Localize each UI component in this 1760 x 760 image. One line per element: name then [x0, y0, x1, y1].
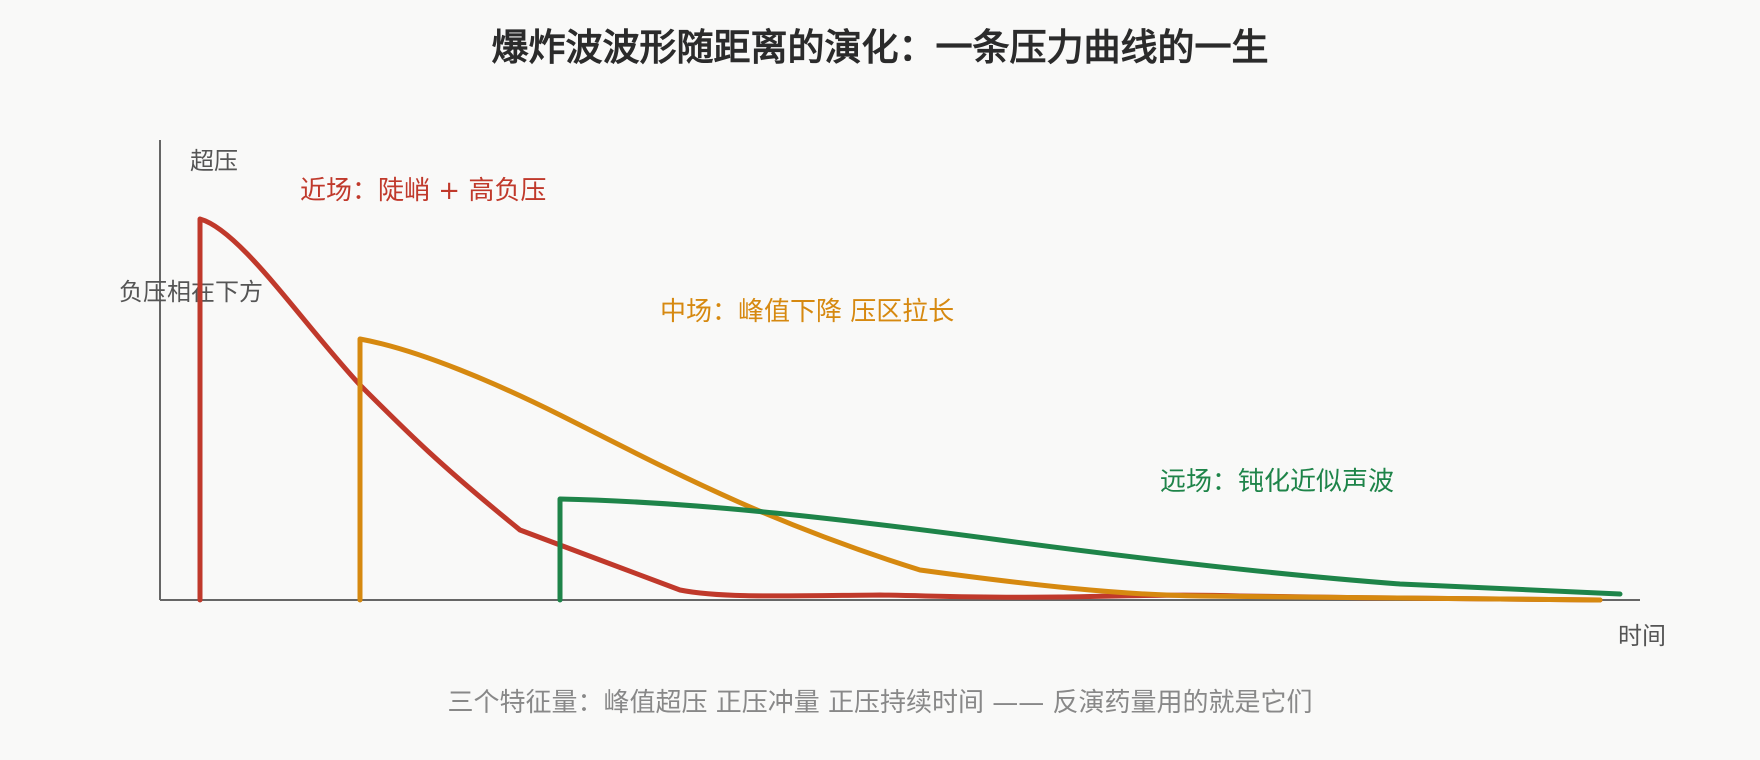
diagram-title: 爆炸波波形随距离的演化：一条压力曲线的一生	[492, 26, 1269, 69]
near-field-curve	[197, 216, 1603, 603]
footnote: 三个特征量：峰值超压 正压冲量 正压持续时间 —— 反演药量用的就是它们	[447, 688, 1312, 718]
negative-phase-note: 负压相在下方	[119, 278, 263, 306]
far-field-curve	[557, 496, 1623, 603]
mid-field-curve	[357, 336, 1603, 603]
y-axis-label: 超压	[190, 147, 238, 175]
near-field-label: 近场：陡峭 + 高负压	[300, 176, 546, 206]
x-axis-label: 时间	[1618, 622, 1666, 650]
mid-field-label: 中场：峰值下降 压区拉长	[660, 297, 954, 327]
far-field-label: 远场：钝化近似声波	[1160, 467, 1394, 497]
